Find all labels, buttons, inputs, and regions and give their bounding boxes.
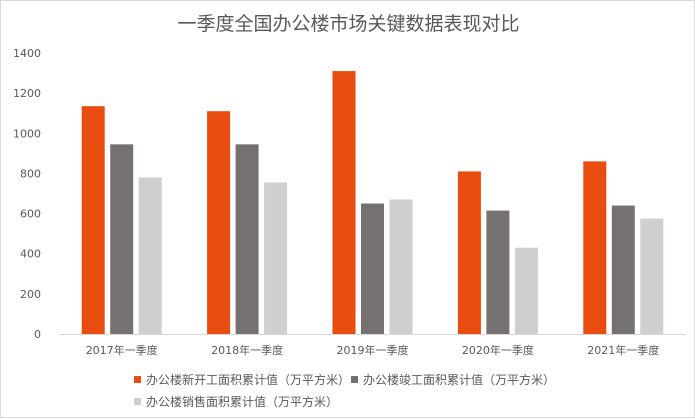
- bar-3-1: [138, 177, 162, 334]
- legend-item: 办公楼竣工面积累计值（万平方米）: [351, 371, 555, 388]
- bar-1-4: [457, 171, 481, 334]
- bar-2-2: [235, 144, 259, 334]
- bar-3-3: [389, 199, 413, 334]
- bar-3-5: [640, 218, 664, 334]
- bar-1-5: [583, 161, 607, 334]
- bar-2-5: [611, 205, 635, 334]
- bar-2-1: [110, 144, 134, 334]
- x-tick-label: 2020年一季度: [462, 343, 534, 357]
- legend-swatch: [134, 376, 141, 383]
- legend-item: 办公楼新开工面积累计值（万平方米）: [134, 371, 350, 388]
- y-tick-label: 1000: [13, 127, 41, 140]
- legend-label: 办公楼新开工面积累计值（万平方米）: [146, 373, 351, 387]
- y-tick-label: 200: [20, 288, 41, 301]
- legend-label: 办公楼销售面积累计值（万平方米）: [146, 395, 339, 409]
- x-tick-label: 2021年一季度: [587, 343, 659, 357]
- y-tick-label: 400: [20, 248, 41, 261]
- bar-2-4: [486, 210, 510, 334]
- legend-swatch: [351, 376, 358, 383]
- chart-title: 一季度全国办公楼市场关键数据表现对比: [177, 13, 520, 35]
- x-tick-label: 2018年一季度: [211, 343, 283, 357]
- bar-3-2: [264, 182, 288, 334]
- y-tick-label: 1400: [13, 47, 41, 60]
- legend-item: 办公楼销售面积累计值（万平方米）: [134, 393, 338, 410]
- legend-swatch: [134, 398, 141, 405]
- bar-2-3: [361, 203, 384, 334]
- x-tick-label: 2017年一季度: [86, 343, 158, 357]
- y-tick-label: 800: [20, 167, 41, 180]
- y-tick-label: 1200: [13, 87, 41, 100]
- legend-label: 办公楼竣工面积累计值（万平方米）: [363, 373, 556, 387]
- x-tick-label: 2019年一季度: [337, 343, 409, 357]
- bar-1-2: [207, 111, 231, 334]
- y-tick-label: 600: [20, 208, 41, 221]
- bar-3-4: [514, 247, 538, 334]
- y-tick-label: 0: [34, 328, 41, 341]
- chart-legend: 办公楼新开工面积累计值（万平方米） 办公楼竣工面积累计值（万平方米） 办公楼销售面积…: [1, 371, 695, 415]
- bar-1-3: [332, 71, 356, 335]
- bar-1-1: [81, 106, 105, 334]
